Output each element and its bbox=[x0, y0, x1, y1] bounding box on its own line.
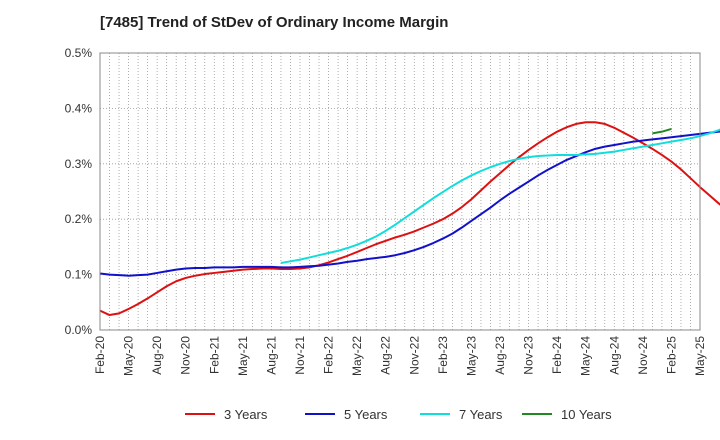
legend-label-7-years: 7 Years bbox=[459, 407, 503, 422]
x-tick-label: Nov-21 bbox=[293, 336, 307, 375]
x-tick-label: Feb-24 bbox=[550, 336, 564, 374]
legend-label-3-years: 3 Years bbox=[224, 407, 268, 422]
y-tick-label: 0.1% bbox=[65, 268, 93, 282]
x-tick-label: Nov-24 bbox=[636, 336, 650, 375]
x-tick-label: Feb-20 bbox=[93, 336, 107, 374]
x-tick-label: Feb-25 bbox=[664, 336, 678, 374]
series-line-7-years bbox=[280, 128, 720, 264]
x-tick-label: May-24 bbox=[579, 336, 593, 376]
x-tick-label: Feb-21 bbox=[207, 336, 221, 374]
x-axis-ticks: Feb-20 May-20 Aug-20 Nov-20 Feb-21 May-21 Aug-… bbox=[93, 336, 707, 376]
series-line-3-years bbox=[99, 121, 720, 317]
legend: 3 Years 5 Years 7 Years 10 Years bbox=[185, 407, 612, 422]
x-tick-label: Nov-23 bbox=[522, 336, 536, 375]
plot-area-frame bbox=[99, 52, 701, 331]
series-lines bbox=[99, 121, 720, 317]
x-tick-label: Aug-22 bbox=[379, 336, 393, 375]
y-tick-label: 0.0% bbox=[65, 323, 93, 337]
y-tick-label: 0.4% bbox=[65, 101, 93, 115]
x-tick-label: Aug-24 bbox=[607, 336, 621, 375]
y-tick-label: 0.5% bbox=[65, 46, 93, 60]
x-tick-label: May-21 bbox=[236, 336, 250, 376]
legend-label-5-years: 5 Years bbox=[344, 407, 388, 422]
legend-label-10-years: 10 Years bbox=[561, 407, 612, 422]
x-tick-label: May-20 bbox=[122, 336, 136, 376]
y-tick-label: 0.3% bbox=[65, 157, 93, 171]
x-tick-label: Aug-23 bbox=[493, 336, 507, 375]
x-tick-label: Aug-20 bbox=[150, 336, 164, 375]
y-tick-label: 0.2% bbox=[65, 212, 93, 226]
x-tick-label: Aug-21 bbox=[264, 336, 278, 375]
x-tick-label: Feb-22 bbox=[322, 336, 336, 374]
x-tick-label: May-23 bbox=[464, 336, 478, 376]
x-tick-label: Nov-20 bbox=[179, 336, 193, 375]
y-axis-ticks: 0.0% 0.1% 0.2% 0.3% 0.4% 0.5% bbox=[65, 46, 93, 337]
grid bbox=[100, 53, 700, 330]
x-tick-label: May-22 bbox=[350, 336, 364, 376]
x-tick-label: Feb-23 bbox=[436, 336, 450, 374]
x-tick-label: Nov-22 bbox=[407, 336, 421, 375]
x-tick-label: May-25 bbox=[693, 336, 707, 376]
series-line-5-years bbox=[99, 130, 720, 277]
series-line-10-years bbox=[652, 127, 672, 135]
chart-title: [7485] Trend of StDev of Ordinary Income… bbox=[100, 14, 448, 31]
